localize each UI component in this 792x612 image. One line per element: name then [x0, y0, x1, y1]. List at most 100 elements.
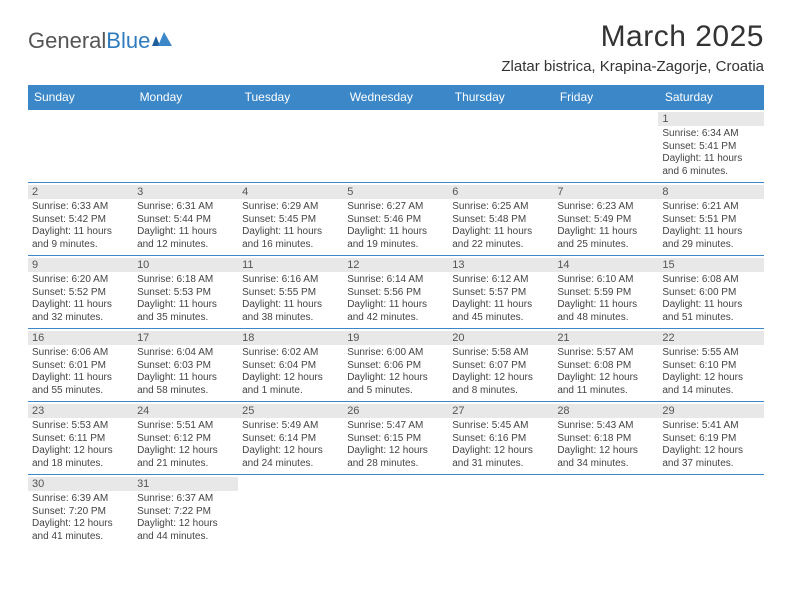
day-number: 6	[448, 185, 553, 199]
day-info-line: and 11 minutes.	[557, 385, 654, 398]
day-info-line: Daylight: 12 hours	[32, 518, 129, 531]
weekday-header: Saturday	[658, 85, 763, 110]
day-info-line: Daylight: 12 hours	[137, 518, 234, 531]
calendar-day-cell: 27Sunrise: 5:45 AMSunset: 6:16 PMDayligh…	[448, 402, 553, 475]
day-info-line: Sunset: 5:57 PM	[452, 287, 549, 300]
day-number: 21	[553, 331, 658, 345]
day-info: Sunrise: 6:18 AMSunset: 5:53 PMDaylight:…	[137, 274, 234, 324]
calendar-day-cell: 21Sunrise: 5:57 AMSunset: 6:08 PMDayligh…	[553, 329, 658, 402]
day-info-line: and 58 minutes.	[137, 385, 234, 398]
day-info-line: Daylight: 11 hours	[557, 299, 654, 312]
day-info: Sunrise: 5:41 AMSunset: 6:19 PMDaylight:…	[662, 420, 759, 470]
calendar-header-row: SundayMondayTuesdayWednesdayThursdayFrid…	[28, 85, 764, 110]
day-number: 19	[343, 331, 448, 345]
day-info: Sunrise: 6:33 AMSunset: 5:42 PMDaylight:…	[32, 201, 129, 251]
day-info-line: Daylight: 11 hours	[137, 372, 234, 385]
weekday-header: Friday	[553, 85, 658, 110]
calendar-day-cell: 19 Sunrise: 6:00 AMSunset: 6:06 PMDayligh…	[343, 329, 448, 402]
day-info: Sunrise: 5:55 AMSunset: 6:10 PMDaylight:…	[662, 347, 759, 397]
calendar-table: SundayMondayTuesdayWednesdayThursdayFrid…	[28, 85, 764, 547]
day-number: 2	[28, 185, 133, 199]
day-info-line: and 44 minutes.	[137, 531, 234, 544]
day-number: 24	[133, 404, 238, 418]
calendar-day-cell: 15Sunrise: 6:08 AMSunset: 6:00 PMDayligh…	[658, 256, 763, 329]
location: Zlatar bistrica, Krapina-Zagorje, Croati…	[501, 58, 764, 75]
day-info-line: Sunset: 6:07 PM	[452, 360, 549, 373]
day-info-line: Daylight: 11 hours	[137, 299, 234, 312]
calendar-empty-cell	[553, 475, 658, 548]
day-info-line: Sunset: 6:00 PM	[662, 287, 759, 300]
day-number: 29	[658, 404, 763, 418]
day-info-line: Sunrise: 6:25 AM	[452, 201, 549, 214]
day-number: 7	[553, 185, 658, 199]
day-info: Sunrise: 5:51 AMSunset: 6:12 PMDaylight:…	[137, 420, 234, 470]
calendar-day-cell: 29 Sunrise: 5:41 AMSunset: 6:19 PMDayligh…	[658, 402, 763, 475]
day-info: Sunrise: 5:58 AMSunset: 6:07 PMDaylight:…	[452, 347, 549, 397]
day-number: 14	[553, 258, 658, 272]
day-info-line: Daylight: 11 hours	[32, 299, 129, 312]
calendar-page: GeneralBlue March 2025 Zlatar bistrica, …	[0, 0, 792, 567]
day-info-line: Sunrise: 5:45 AM	[452, 420, 549, 433]
day-info-line: Sunrise: 6:39 AM	[32, 493, 129, 506]
day-info-line: Sunset: 6:15 PM	[347, 433, 444, 446]
calendar-empty-cell	[343, 475, 448, 548]
day-info-line: Sunrise: 5:58 AM	[452, 347, 549, 360]
day-info-line: Sunrise: 5:57 AM	[557, 347, 654, 360]
day-info-line: Sunset: 6:10 PM	[662, 360, 759, 373]
day-info: Sunrise: 6:14 AMSunset: 5:56 PMDaylight:…	[347, 274, 444, 324]
day-number: 1	[658, 112, 763, 126]
day-info: Sunrise: 6:23 AMSunset: 5:49 PMDaylight:…	[557, 201, 654, 251]
calendar-week-row: 2 Sunrise: 6:33 AMSunset: 5:42 PMDaylight…	[28, 183, 764, 256]
day-info-line: Daylight: 11 hours	[32, 372, 129, 385]
day-info-line: and 24 minutes.	[242, 458, 339, 471]
day-info-line: and 19 minutes.	[347, 239, 444, 252]
day-info-line: Sunset: 6:14 PM	[242, 433, 339, 446]
calendar-day-cell: 28Sunrise: 5:43 AMSunset: 6:18 PMDayligh…	[553, 402, 658, 475]
day-info-line: and 12 minutes.	[137, 239, 234, 252]
calendar-day-cell: 4Sunrise: 6:29 AMSunset: 5:45 PMDaylight…	[238, 183, 343, 256]
day-info: Sunrise: 6:27 AMSunset: 5:46 PMDaylight:…	[347, 201, 444, 251]
day-number: 11	[238, 258, 343, 272]
day-info: Sunrise: 5:53 AMSunset: 6:11 PMDaylight:…	[32, 420, 129, 470]
day-info-line: Daylight: 12 hours	[557, 445, 654, 458]
day-info-line: Sunrise: 6:31 AM	[137, 201, 234, 214]
day-number: 30	[28, 477, 133, 491]
day-info-line: Sunset: 5:49 PM	[557, 214, 654, 227]
day-info-line: Sunrise: 6:20 AM	[32, 274, 129, 287]
day-info: Sunrise: 6:00 AMSunset: 6:06 PMDaylight:…	[347, 347, 444, 397]
day-info: Sunrise: 6:37 AMSunset: 7:22 PMDaylight:…	[137, 493, 234, 543]
calendar-empty-cell	[658, 475, 763, 548]
calendar-day-cell: 26Sunrise: 5:47 AMSunset: 6:15 PMDayligh…	[343, 402, 448, 475]
day-info-line: Sunrise: 6:23 AM	[557, 201, 654, 214]
day-info-line: Sunset: 5:59 PM	[557, 287, 654, 300]
day-info-line: Sunrise: 5:47 AM	[347, 420, 444, 433]
day-number: 22	[658, 331, 763, 345]
day-info-line: Sunrise: 6:02 AM	[242, 347, 339, 360]
day-info-line: Daylight: 11 hours	[347, 226, 444, 239]
calendar-day-cell: 31Sunrise: 6:37 AMSunset: 7:22 PMDayligh…	[133, 475, 238, 548]
calendar-day-cell: 30Sunrise: 6:39 AMSunset: 7:20 PMDayligh…	[28, 475, 133, 548]
day-info-line: and 21 minutes.	[137, 458, 234, 471]
calendar-day-cell: 2 Sunrise: 6:33 AMSunset: 5:42 PMDaylight…	[28, 183, 133, 256]
day-info: Sunrise: 6:25 AMSunset: 5:48 PMDaylight:…	[452, 201, 549, 251]
calendar-day-cell: 8Sunrise: 6:21 AMSunset: 5:51 PMDaylight…	[658, 183, 763, 256]
day-info-line: Sunset: 5:46 PM	[347, 214, 444, 227]
day-info-line: Daylight: 11 hours	[662, 226, 759, 239]
calendar-week-row: 30Sunrise: 6:39 AMSunset: 7:20 PMDayligh…	[28, 475, 764, 548]
day-info-line: Sunset: 5:41 PM	[662, 141, 759, 154]
day-info-line: Sunset: 6:01 PM	[32, 360, 129, 373]
flag-icon	[152, 28, 174, 54]
day-info-line: Sunset: 5:52 PM	[32, 287, 129, 300]
day-info-line: Daylight: 11 hours	[662, 299, 759, 312]
day-info: Sunrise: 6:02 AMSunset: 6:04 PMDaylight:…	[242, 347, 339, 397]
calendar-empty-cell	[28, 110, 133, 183]
weekday-header: Thursday	[448, 85, 553, 110]
day-number: 12	[343, 258, 448, 272]
calendar-day-cell: 14Sunrise: 6:10 AMSunset: 5:59 PMDayligh…	[553, 256, 658, 329]
day-info-line: Sunset: 7:22 PM	[137, 506, 234, 519]
calendar-day-cell: 3Sunrise: 6:31 AMSunset: 5:44 PMDaylight…	[133, 183, 238, 256]
day-info-line: Sunrise: 6:14 AM	[347, 274, 444, 287]
day-info-line: Daylight: 11 hours	[452, 226, 549, 239]
day-info-line: and 55 minutes.	[32, 385, 129, 398]
day-number: 16	[28, 331, 133, 345]
